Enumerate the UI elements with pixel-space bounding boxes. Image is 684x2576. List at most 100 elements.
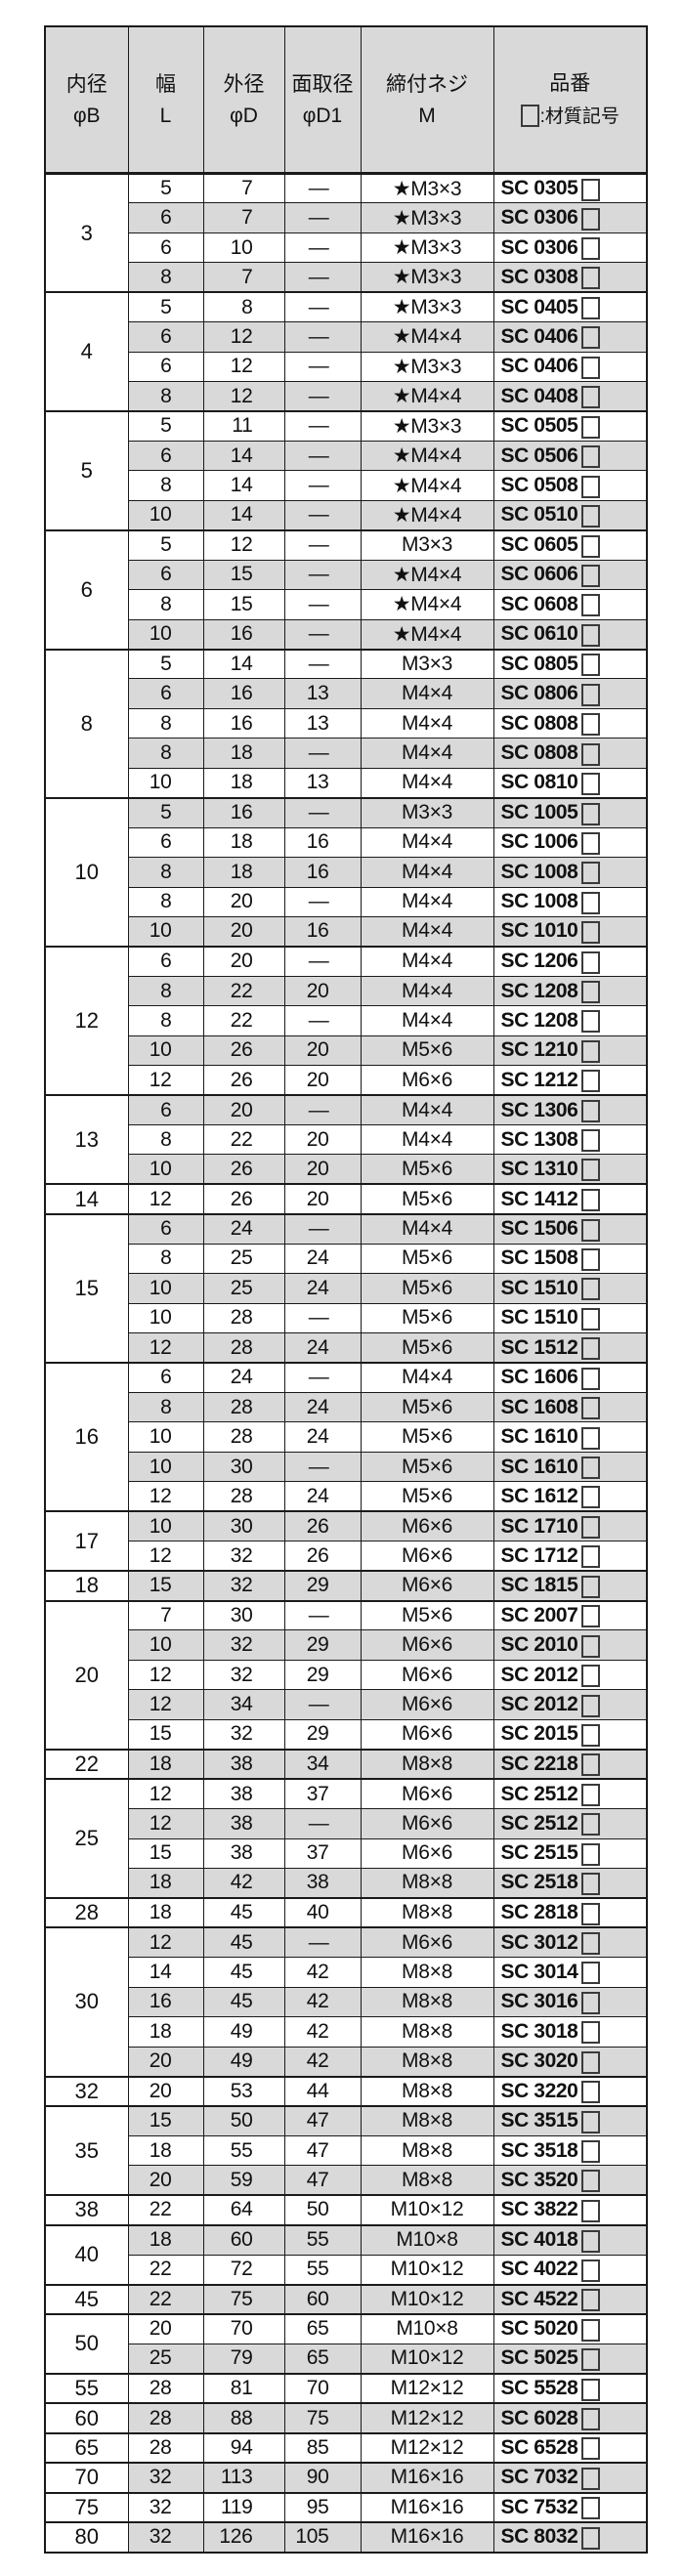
- part-number-text: SC 1612: [500, 1484, 578, 1507]
- chamfer-dia-cell: —: [283, 202, 362, 233]
- spec-row: 12 38— M6×6 SC 2512: [45, 1808, 648, 1839]
- material-code-box: [581, 920, 601, 944]
- part-number-cell: SC 1208: [492, 1005, 648, 1036]
- part-number-text: SC 0306: [500, 235, 578, 259]
- chamfer-dia-cell: 20: [283, 1123, 362, 1156]
- spec-row: 8 18 16 M4×4 SC 1008: [45, 857, 648, 888]
- width-cell: 12: [127, 1689, 204, 1720]
- part-number-cell: SC 3016: [492, 1986, 648, 2018]
- chamfer-dia-cell: 38: [283, 1867, 362, 1899]
- screw-cell: ★M3×3: [360, 409, 494, 442]
- screw-cell: M8×8: [360, 2165, 494, 2196]
- outer-dia-cell: 38: [202, 1837, 285, 1869]
- outer-dia-cell: 10: [202, 232, 285, 264]
- spec-row: 55 28 81 70 M12×12 SC 5528: [44, 2372, 648, 2404]
- width-cell: 6: [127, 678, 204, 709]
- width-cell: 12: [127, 1808, 204, 1839]
- material-code-box: [581, 623, 601, 647]
- outer-dia-cell: 7: [202, 172, 285, 204]
- spec-table: 内径 φB 幅 L 外径 φD 面取径 φD1 締付ネジ M 品番:材質記号 3 5 7— ★M3×3 SC…: [44, 25, 648, 2554]
- width-cell: 6: [127, 559, 204, 591]
- spec-row: 10 28— M5×6 SC 1510: [45, 1302, 648, 1334]
- outer-dia-cell: 20: [202, 886, 285, 917]
- width-cell: 25: [127, 2343, 204, 2375]
- header-line2: φD1: [302, 104, 343, 127]
- bore-cell: 75: [44, 2491, 129, 2523]
- screw-cell: M4×4: [360, 975, 494, 1007]
- part-number-cell: SC 1412: [492, 1183, 648, 1215]
- width-cell: 8: [127, 975, 204, 1007]
- outer-dia-cell: 22: [202, 1005, 285, 1036]
- part-number-cell: SC 3020: [492, 2046, 648, 2078]
- part-number-cell: SC 0808: [492, 738, 648, 769]
- outer-dia-cell: 25: [202, 1273, 285, 1304]
- outer-dia-cell: 75: [202, 2283, 285, 2315]
- chamfer-dia-cell: 24: [283, 1391, 362, 1423]
- part-number-cell: SC 2512: [492, 1778, 648, 1810]
- part-number-cell: SC 3012: [492, 1926, 648, 1959]
- part-number-cell: SC 0605: [492, 528, 648, 561]
- part-number-text: SC 1010: [500, 919, 578, 943]
- part-number-text: SC 1206: [500, 950, 578, 973]
- spec-row: 16 6 24— M4×4 SC 1606: [44, 1361, 648, 1512]
- screw-cell: M4×4: [360, 945, 494, 977]
- material-code-box: [581, 1189, 601, 1212]
- width-cell: 22: [127, 2194, 204, 2226]
- spec-row: 20 49 42 M8×8 SC 3020: [45, 2046, 648, 2078]
- material-code-box: [581, 772, 601, 795]
- outer-dia-cell: 15: [202, 559, 285, 591]
- outer-dia-cell: 79: [202, 2343, 285, 2375]
- part-number-text: SC 3016: [500, 1990, 578, 2013]
- outer-dia-cell: 26: [202, 1065, 285, 1096]
- outer-dia-cell: 18: [202, 826, 285, 859]
- spec-row: 30 12 45— M6×6 SC 3012: [44, 1926, 648, 2078]
- material-code-box: [581, 1545, 601, 1569]
- spec-row: 22 72 55 M10×12 SC 4022: [45, 2254, 648, 2286]
- part-number-text: SC 3822: [500, 2198, 578, 2221]
- part-number-text: SC 2512: [500, 1782, 578, 1805]
- width-cell: 14: [127, 1957, 204, 1988]
- part-number-cell: SC 1005: [492, 796, 648, 828]
- part-number-text: SC 1710: [500, 1514, 578, 1538]
- bore-cell: 15: [44, 1212, 129, 1364]
- material-code-box: [581, 1159, 601, 1182]
- material-code-box: [581, 178, 601, 201]
- part-number-cell: SC 2512: [492, 1808, 648, 1839]
- width-cell: 8: [127, 857, 204, 888]
- header-row: 内径 φB 幅 L 外径 φD 面取径 φD1 締付ネジ M 品番:材質記号: [44, 25, 648, 175]
- spec-row: 8 15— ★M4×4 SC 0608: [45, 589, 648, 620]
- screw-cell: M10×8: [360, 2312, 494, 2344]
- outer-dia-cell: 94: [202, 2431, 285, 2464]
- width-cell: 22: [127, 2254, 204, 2286]
- spec-row: 10 32 29 M6×6 SC 2010: [45, 1629, 648, 1661]
- spec-row: 10 30— M5×6 SC 1610: [45, 1451, 648, 1483]
- part-number-cell: SC 1712: [492, 1541, 648, 1572]
- part-number-cell: SC 1210: [492, 1035, 648, 1067]
- screw-cell: M4×4: [360, 678, 494, 709]
- part-number-cell: SC 2518: [492, 1867, 648, 1899]
- chamfer-dia-cell: —: [283, 559, 362, 591]
- screw-cell: ★M4×4: [360, 559, 494, 591]
- chamfer-dia-cell: —: [283, 886, 362, 917]
- part-number-text: SC 1506: [500, 1217, 578, 1241]
- chamfer-dia-cell: —: [283, 1094, 362, 1126]
- bore-cell: 30: [44, 1926, 129, 2078]
- chamfer-dia-cell: 90: [283, 2462, 362, 2494]
- chamfer-dia-cell: —: [283, 648, 362, 680]
- material-code-box: [581, 1218, 601, 1242]
- chamfer-dia-cell: —: [283, 1926, 362, 1959]
- bore-cell: 13: [44, 1094, 129, 1185]
- outer-dia-cell: 55: [202, 2134, 285, 2167]
- screw-cell: ★M3×3: [360, 351, 494, 383]
- screw-cell: ★M3×3: [360, 202, 494, 233]
- part-number-text: SC 1508: [500, 1246, 578, 1270]
- spec-row: 60 28 88 75 M12×12 SC 6028: [44, 2402, 648, 2434]
- outer-dia-cell: 32: [202, 1718, 285, 1751]
- outer-dia-cell: 28: [202, 1481, 285, 1512]
- chamfer-dia-cell: 20: [283, 1065, 362, 1096]
- screw-cell: M4×4: [360, 767, 494, 799]
- width-cell: 12: [127, 1926, 204, 1959]
- spec-row: 3 5 7— ★M3×3 SC 0305: [44, 172, 648, 293]
- screw-cell: ★M3×3: [360, 262, 494, 293]
- part-number-text: SC 0505: [500, 414, 578, 438]
